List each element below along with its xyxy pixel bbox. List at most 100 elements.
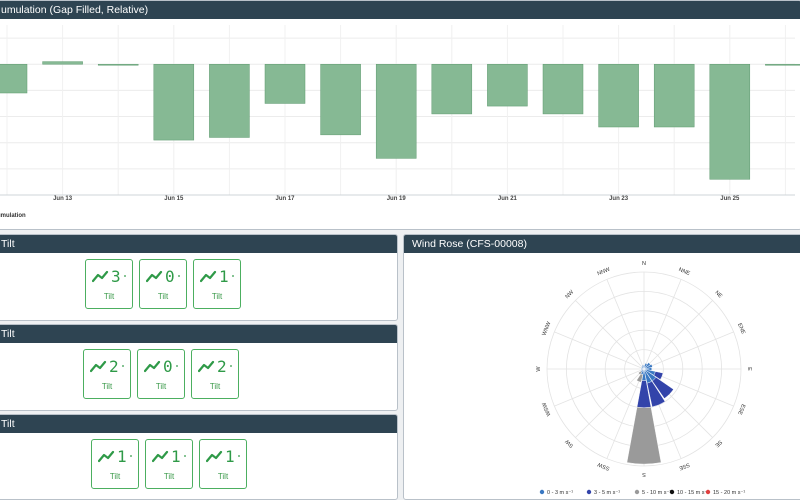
tilt-digit: 1 <box>171 448 181 464</box>
tilt-tile[interactable]: 1 Tilt <box>193 259 241 309</box>
direction-label: NW <box>564 289 575 300</box>
tilt-tile-label: Tilt <box>163 472 175 481</box>
tilt-digit: 3 <box>111 268 121 284</box>
tilt-digit: 0 <box>163 358 173 374</box>
tilt-digit: 2 <box>217 358 227 374</box>
tilt-tile-label: Tilt <box>157 292 169 301</box>
direction-label: WNW <box>541 320 552 336</box>
tilt-tile[interactable]: 1 Tilt <box>145 439 193 489</box>
rose-wedge-sw[interactable] <box>638 370 643 375</box>
legend-label: 0 - 3 m s⁻¹ <box>547 490 573 496</box>
legend-item[interactable]: 3 - 5 m s⁻¹ <box>586 489 620 496</box>
rose-wedge-e[interactable] <box>643 367 652 371</box>
tilt-tile[interactable]: 3 Tilt <box>85 259 133 309</box>
direction-label: E <box>746 367 752 371</box>
tilt-digit: 1 <box>225 448 235 464</box>
bar-jun-19[interactable] <box>375 63 417 159</box>
tilt-tile[interactable]: 2 Tilt <box>83 349 131 399</box>
tilt-tile-label: Tilt <box>209 382 221 391</box>
legend-label: 3 - 5 m s⁻¹ <box>594 490 620 496</box>
rose-spoke <box>643 279 682 370</box>
direction-label: SW <box>564 437 575 448</box>
tilt-trend-icon: 1 <box>98 448 132 464</box>
rose-wedge-ese[interactable] <box>653 371 664 380</box>
direction-label: ESE <box>736 403 746 416</box>
bar-jun-26[interactable] <box>765 63 800 66</box>
tilt-trend-icon: 3 <box>92 268 126 284</box>
rose-spoke <box>575 300 645 370</box>
x-tick-label: Jun 25 <box>720 196 740 202</box>
bar-jun-15[interactable] <box>153 63 195 141</box>
bar-jun-12[interactable] <box>0 63 28 94</box>
rose-spoke <box>643 300 713 370</box>
tilt-trend-icon: 1 <box>152 448 186 464</box>
legend-swatch <box>705 489 711 495</box>
tilt-tile[interactable]: 0 Tilt <box>137 349 185 399</box>
rose-wedge-se[interactable] <box>651 376 674 399</box>
bar-jun-18[interactable] <box>320 63 361 136</box>
bar-jun-24[interactable] <box>653 63 695 128</box>
tilt-tile-label: Tilt <box>109 472 121 481</box>
x-tick-label: Jun 23 <box>609 196 629 202</box>
direction-label: NE <box>713 290 723 300</box>
rose-wedge-ssw[interactable] <box>636 373 644 383</box>
tilt-trend-icon: 1 <box>206 448 240 464</box>
bar-jun-16[interactable] <box>209 63 250 138</box>
x-tick-label: Jun 19 <box>387 196 407 202</box>
rose-spoke <box>643 331 734 370</box>
legend-item[interactable]: 0 - 3 m s⁻¹ <box>539 489 573 496</box>
legend-label: 15 - 20 m s⁻¹ <box>713 490 745 496</box>
bar-jun-22[interactable] <box>542 63 584 115</box>
tilt-trend-icon: 0 <box>144 358 178 374</box>
bar-jun-21[interactable] <box>487 63 528 107</box>
bar-jun-14[interactable] <box>97 63 139 66</box>
legend-item[interactable]: 10 - 15 m s⁻¹ <box>669 489 710 496</box>
direction-label: NNW <box>597 266 612 277</box>
bar-jun-17[interactable] <box>264 63 306 104</box>
rose-spoke <box>575 368 645 438</box>
panel-title: Tilt <box>0 415 397 433</box>
tilt-tile[interactable]: 2 Tilt <box>191 349 239 399</box>
tilt-tile[interactable]: 0 Tilt <box>139 259 187 309</box>
tilt-tile[interactable]: 1 Tilt <box>199 439 247 489</box>
legend-label[interactable]: umulation <box>0 213 26 219</box>
rose-wedge-ne[interactable] <box>643 362 651 370</box>
legend-swatch <box>634 489 640 495</box>
tilt-panel-1: Tilt 3 Tilt 0 Tilt 1 Tilt <box>0 234 398 321</box>
tilt-trend-icon: 2 <box>198 358 232 374</box>
panel-title: Tilt <box>0 235 397 253</box>
rose-wedge-sse[interactable] <box>646 380 666 408</box>
tilt-digit: 2 <box>109 358 119 374</box>
tilt-digit: 0 <box>165 268 175 284</box>
panel-title: Wind Rose (CFS-00008) <box>404 235 800 253</box>
tilt-tile-label: Tilt <box>211 292 223 301</box>
legend-item[interactable]: 5 - 10 m s⁻¹ <box>634 489 672 496</box>
direction-label: WSW <box>541 401 552 417</box>
tilt-digit: 1 <box>117 448 127 464</box>
bar-jun-25[interactable] <box>709 63 751 180</box>
legend-item[interactable]: 15 - 20 m s⁻¹ <box>705 489 746 496</box>
bar-jun-23[interactable] <box>598 63 639 128</box>
direction-label: SE <box>713 439 723 449</box>
direction-label: SSW <box>596 461 611 472</box>
rose-wedge-ene[interactable] <box>643 363 653 370</box>
tilt-panel-3: Tilt 1 Tilt 1 Tilt 1 Tilt <box>0 414 398 500</box>
legend-label: 10 - 15 m s⁻¹ <box>677 490 709 496</box>
tilt-tile[interactable]: 1 Tilt <box>91 439 139 489</box>
tilt-trend-icon: 1 <box>200 268 234 284</box>
wind-rose-panel: Wind Rose (CFS-00008) N NNE NE ENE E ESE SE SSE… <box>403 234 800 500</box>
tilt-tile-label: Tilt <box>217 472 229 481</box>
legend-swatch <box>586 489 592 495</box>
accumulation-bar-chart: Jun 13 Jun 15 Jun 17 Jun 19 Jun 21 Jun 23 Jun … <box>0 25 800 219</box>
legend-swatch <box>539 489 545 495</box>
bar-jun-20[interactable] <box>431 63 473 115</box>
rose-wedge-s[interactable] <box>626 406 662 465</box>
legend-swatch <box>669 489 675 495</box>
x-tick-label: Jun 21 <box>498 196 518 202</box>
rose-spoke <box>554 368 645 407</box>
rose-wedge-nnw[interactable] <box>641 364 645 370</box>
x-tick-label: Jun 17 <box>275 196 295 202</box>
tilt-tile-label: Tilt <box>103 292 115 301</box>
x-tick-label: Jun 15 <box>164 196 184 202</box>
bar-jun-13[interactable] <box>42 61 83 65</box>
